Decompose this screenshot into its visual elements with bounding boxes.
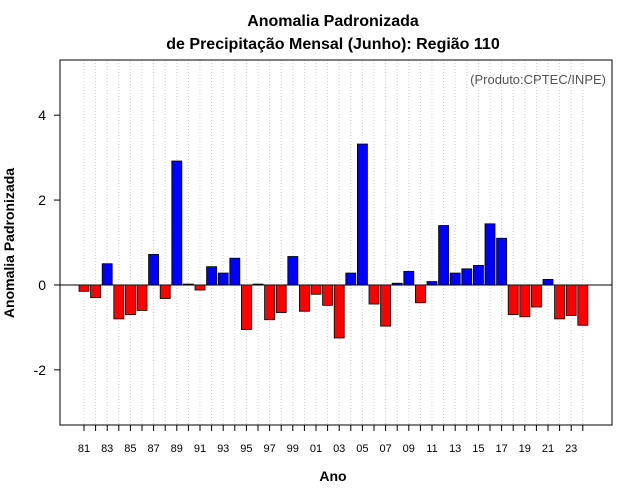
bar-17 (496, 237, 508, 286)
bar-11 (426, 281, 438, 286)
x-tick-label: 99 (287, 443, 299, 455)
x-tick-label: 21 (542, 443, 554, 455)
y-axis: -2 0 2 4 (34, 107, 60, 378)
bar-15 (472, 265, 484, 286)
bar-88 (159, 284, 171, 299)
x-tick-label: 17 (495, 443, 507, 455)
bar-82 (90, 284, 101, 299)
bar-02 (322, 284, 334, 306)
bar-00 (298, 284, 310, 312)
bar-98 (275, 284, 287, 313)
bar-21 (542, 279, 554, 286)
bar-91 (194, 284, 206, 291)
bar-89 (171, 160, 183, 286)
x-tick-label: 95 (240, 443, 252, 455)
x-tick-label: 15 (472, 443, 484, 455)
bar-12 (438, 225, 450, 286)
bar-14 (461, 268, 473, 286)
bar-22 (554, 284, 565, 320)
x-tick-label: 01 (310, 443, 322, 455)
bar-23 (565, 284, 577, 316)
x-axis: 81 83 85 87 89 91 93 95 97 99 01 03 05 07 09 11 13 15 17 19… (78, 425, 584, 455)
bar-09 (403, 270, 415, 286)
bar-94 (229, 257, 241, 286)
bar-87 (148, 253, 160, 286)
bar-97 (264, 284, 276, 321)
bar-92 (206, 266, 218, 286)
plot-frame (59, 59, 613, 426)
x-tick-label: 85 (124, 443, 136, 455)
bar-16 (484, 223, 496, 286)
bar-96 (252, 283, 264, 286)
bar-19 (519, 284, 531, 318)
x-tick-label: 09 (403, 443, 415, 455)
bar-08 (391, 282, 403, 286)
bars (78, 143, 589, 339)
bar-99 (287, 256, 299, 286)
bar-10 (414, 284, 426, 304)
bar-06 (368, 284, 380, 305)
x-tick-label: 13 (449, 443, 461, 455)
bar-07 (380, 284, 392, 327)
bar-95 (240, 284, 252, 330)
bar-03 (333, 284, 345, 339)
bar-83 (101, 263, 113, 286)
bar-01 (310, 284, 322, 295)
x-tick-label: 87 (147, 443, 159, 455)
bar-05 (356, 143, 368, 286)
bar-13 (449, 272, 461, 286)
bar-85 (125, 284, 136, 316)
x-tick-label: 19 (519, 443, 531, 455)
x-tick-label: 05 (356, 443, 368, 455)
bar-24 (577, 284, 589, 326)
grid-lines (83, 60, 584, 425)
x-tick-label: 23 (565, 443, 577, 455)
y-axis-label: Anomalia Padronizada (1, 168, 17, 318)
x-tick-label: 89 (171, 443, 183, 455)
x-tick-label: 93 (217, 443, 229, 455)
y-tick-label: 0 (38, 277, 46, 293)
x-tick-label: 07 (379, 443, 391, 455)
x-tick-label: 97 (263, 443, 275, 455)
y-tick-label: 4 (38, 107, 46, 123)
bar-93 (217, 272, 229, 286)
x-axis-label: Ano (319, 468, 346, 484)
y-tick-label: 2 (38, 192, 46, 208)
y-tick-label: -2 (34, 362, 47, 378)
chart-title-line1: Anomalia Padronizada (247, 13, 419, 30)
bar-04 (345, 272, 357, 286)
bar-84 (113, 284, 125, 320)
chart-title-line2: de Precipitação Mensal (Junho): Região 1… (166, 36, 500, 53)
bar-86 (136, 284, 148, 311)
bar-81 (78, 284, 90, 292)
credit-text: (Produto:CPTEC/INPE) (470, 72, 606, 87)
bar-20 (531, 284, 542, 308)
x-tick-label: 83 (101, 443, 113, 455)
x-tick-label: 11 (426, 443, 437, 455)
x-tick-label: 81 (78, 443, 90, 455)
bar-18 (507, 284, 519, 316)
bar-90 (182, 283, 194, 286)
x-tick-label: 03 (333, 443, 345, 455)
x-tick-label: 91 (194, 443, 206, 455)
